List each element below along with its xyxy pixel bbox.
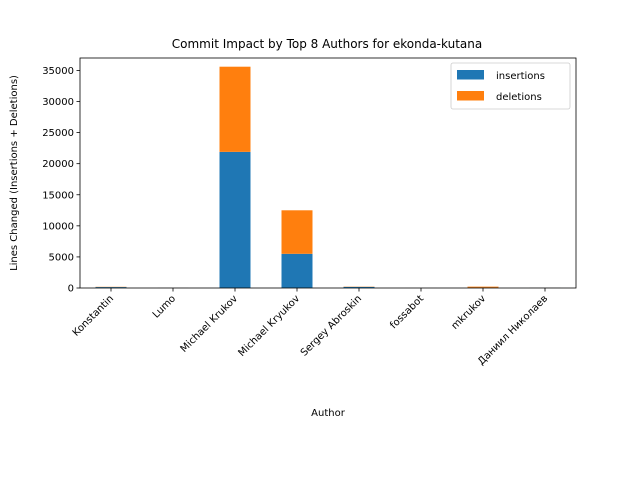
bars-group <box>95 66 561 288</box>
y-axis-label: Lines Changed (Insertions + Deletions) <box>9 75 20 271</box>
chart-title: Commit Impact by Top 8 Authors for ekond… <box>172 37 482 51</box>
x-tick-label: Michael Krukov <box>179 293 241 355</box>
bar-insertions-0 <box>95 287 127 288</box>
x-tick-label: fossabot <box>388 293 426 331</box>
y-tick-label: 30000 <box>42 97 74 108</box>
legend-swatch-insertions <box>457 70 484 80</box>
bar-deletions-3 <box>281 210 313 254</box>
bar-insertions-2 <box>219 151 251 288</box>
x-tick-label: Michael Kryukov <box>236 293 302 359</box>
legend-label-deletions: deletions <box>496 92 542 103</box>
y-axis: 0 5000 10000 15000 20000 25000 30000 35000 <box>42 66 80 295</box>
y-tick-label: 35000 <box>42 66 74 77</box>
plot-frame <box>79 57 577 289</box>
x-axis-label: Author <box>311 408 346 419</box>
y-tick-label: 5000 <box>49 252 74 263</box>
legend: insertions deletions <box>450 62 571 110</box>
bar-deletions-2 <box>219 66 251 152</box>
y-tick-label: 20000 <box>42 159 74 170</box>
bar-insertions-3 <box>281 253 313 288</box>
legend-swatch-deletions <box>457 91 484 101</box>
bar-deletions-6 <box>467 286 499 288</box>
x-tick-label: Даниил Николаев <box>476 293 550 367</box>
y-tick-label: 10000 <box>42 221 74 232</box>
y-tick-label: 0 <box>68 284 74 295</box>
x-tick-label: mkrukov <box>450 293 489 332</box>
x-tick-label: Konstantin <box>71 293 116 338</box>
y-tick-label: 15000 <box>42 190 74 201</box>
y-tick-label: 25000 <box>42 128 74 139</box>
x-tick-label: Lumo <box>151 293 178 320</box>
legend-label-insertions: insertions <box>496 71 545 82</box>
x-tick-label: Sergey Abroskin <box>299 293 364 358</box>
bar-insertions-4 <box>343 286 375 288</box>
